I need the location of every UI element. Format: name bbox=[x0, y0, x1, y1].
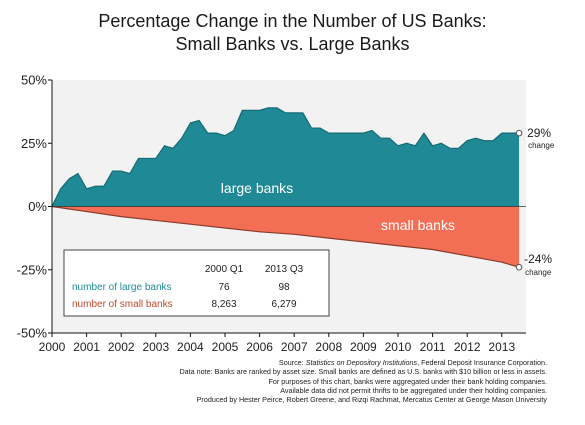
end-value-large: 29% bbox=[527, 126, 551, 140]
x-tick-label: 2011 bbox=[420, 340, 446, 354]
x-tick-label: 2005 bbox=[212, 340, 239, 354]
source-note: Source: Statistics on Depository Institu… bbox=[278, 358, 547, 367]
aggregation-note: For purposes of this chart, banks were a… bbox=[268, 376, 547, 386]
y-tick-label: -50% bbox=[17, 326, 48, 341]
x-tick-label: 2004 bbox=[177, 340, 204, 354]
area-large-banks bbox=[52, 107, 520, 207]
y-tick-label: 25% bbox=[21, 136, 47, 151]
x-tick-label: 2010 bbox=[385, 340, 412, 354]
table-cell: 8,263 bbox=[211, 299, 236, 310]
credit-note: Produced by Hester Peirce, Robert Greene… bbox=[196, 395, 547, 405]
x-tick-label: 2000 bbox=[39, 340, 66, 354]
table-header: 2013 Q3 bbox=[265, 264, 304, 275]
table-cell: 6,279 bbox=[271, 299, 296, 310]
large-banks-label: large banks bbox=[221, 180, 293, 196]
x-tick-label: 2013 bbox=[488, 340, 515, 354]
table-cell: 76 bbox=[218, 282, 230, 293]
x-tick-label: 2009 bbox=[350, 340, 377, 354]
table-header: 2000 Q1 bbox=[205, 264, 244, 275]
y-tick-label: -25% bbox=[17, 262, 48, 277]
end-sub-small: change bbox=[525, 268, 552, 277]
end-marker-large bbox=[515, 129, 523, 137]
thrift-note: Available data did not permit thrifts to… bbox=[280, 385, 547, 395]
x-tick-label: 2001 bbox=[73, 340, 100, 354]
chart-title: Percentage Change in the Number of US Ba… bbox=[98, 11, 487, 31]
small-banks-label: small banks bbox=[381, 217, 455, 233]
x-tick-label: 2012 bbox=[454, 340, 481, 354]
x-tick-label: 2007 bbox=[281, 340, 308, 354]
chart-notes: Source: Statistics on Depository Institu… bbox=[179, 358, 547, 404]
x-tick-label: 2006 bbox=[246, 340, 273, 354]
chart-subtitle: Small Banks vs. Large Banks bbox=[175, 34, 410, 54]
line-small-banks bbox=[51, 205, 520, 268]
data-note: Data note: Banks are ranked by asset siz… bbox=[179, 367, 547, 377]
table-cell: 98 bbox=[278, 282, 290, 293]
chart-svg: 50% 25% 0% -25% -50%2000 2001 2002 2003 2004 2005… bbox=[17, 73, 555, 355]
end-marker-small bbox=[515, 263, 523, 271]
x-tick-label: 2002 bbox=[108, 340, 135, 354]
table-box bbox=[63, 249, 330, 317]
end-sub-large: change bbox=[528, 141, 555, 150]
y-tick-label: 50% bbox=[21, 73, 47, 88]
y-tick-label: 0% bbox=[28, 199, 47, 214]
x-tick-label: 2008 bbox=[315, 340, 342, 354]
end-value-small: -24% bbox=[524, 252, 552, 266]
table-row-label: number of small banks bbox=[72, 299, 173, 310]
line-large-banks bbox=[51, 107, 520, 207]
x-tick-label: 2003 bbox=[142, 340, 169, 354]
table-row-label: number of large banks bbox=[72, 282, 172, 293]
